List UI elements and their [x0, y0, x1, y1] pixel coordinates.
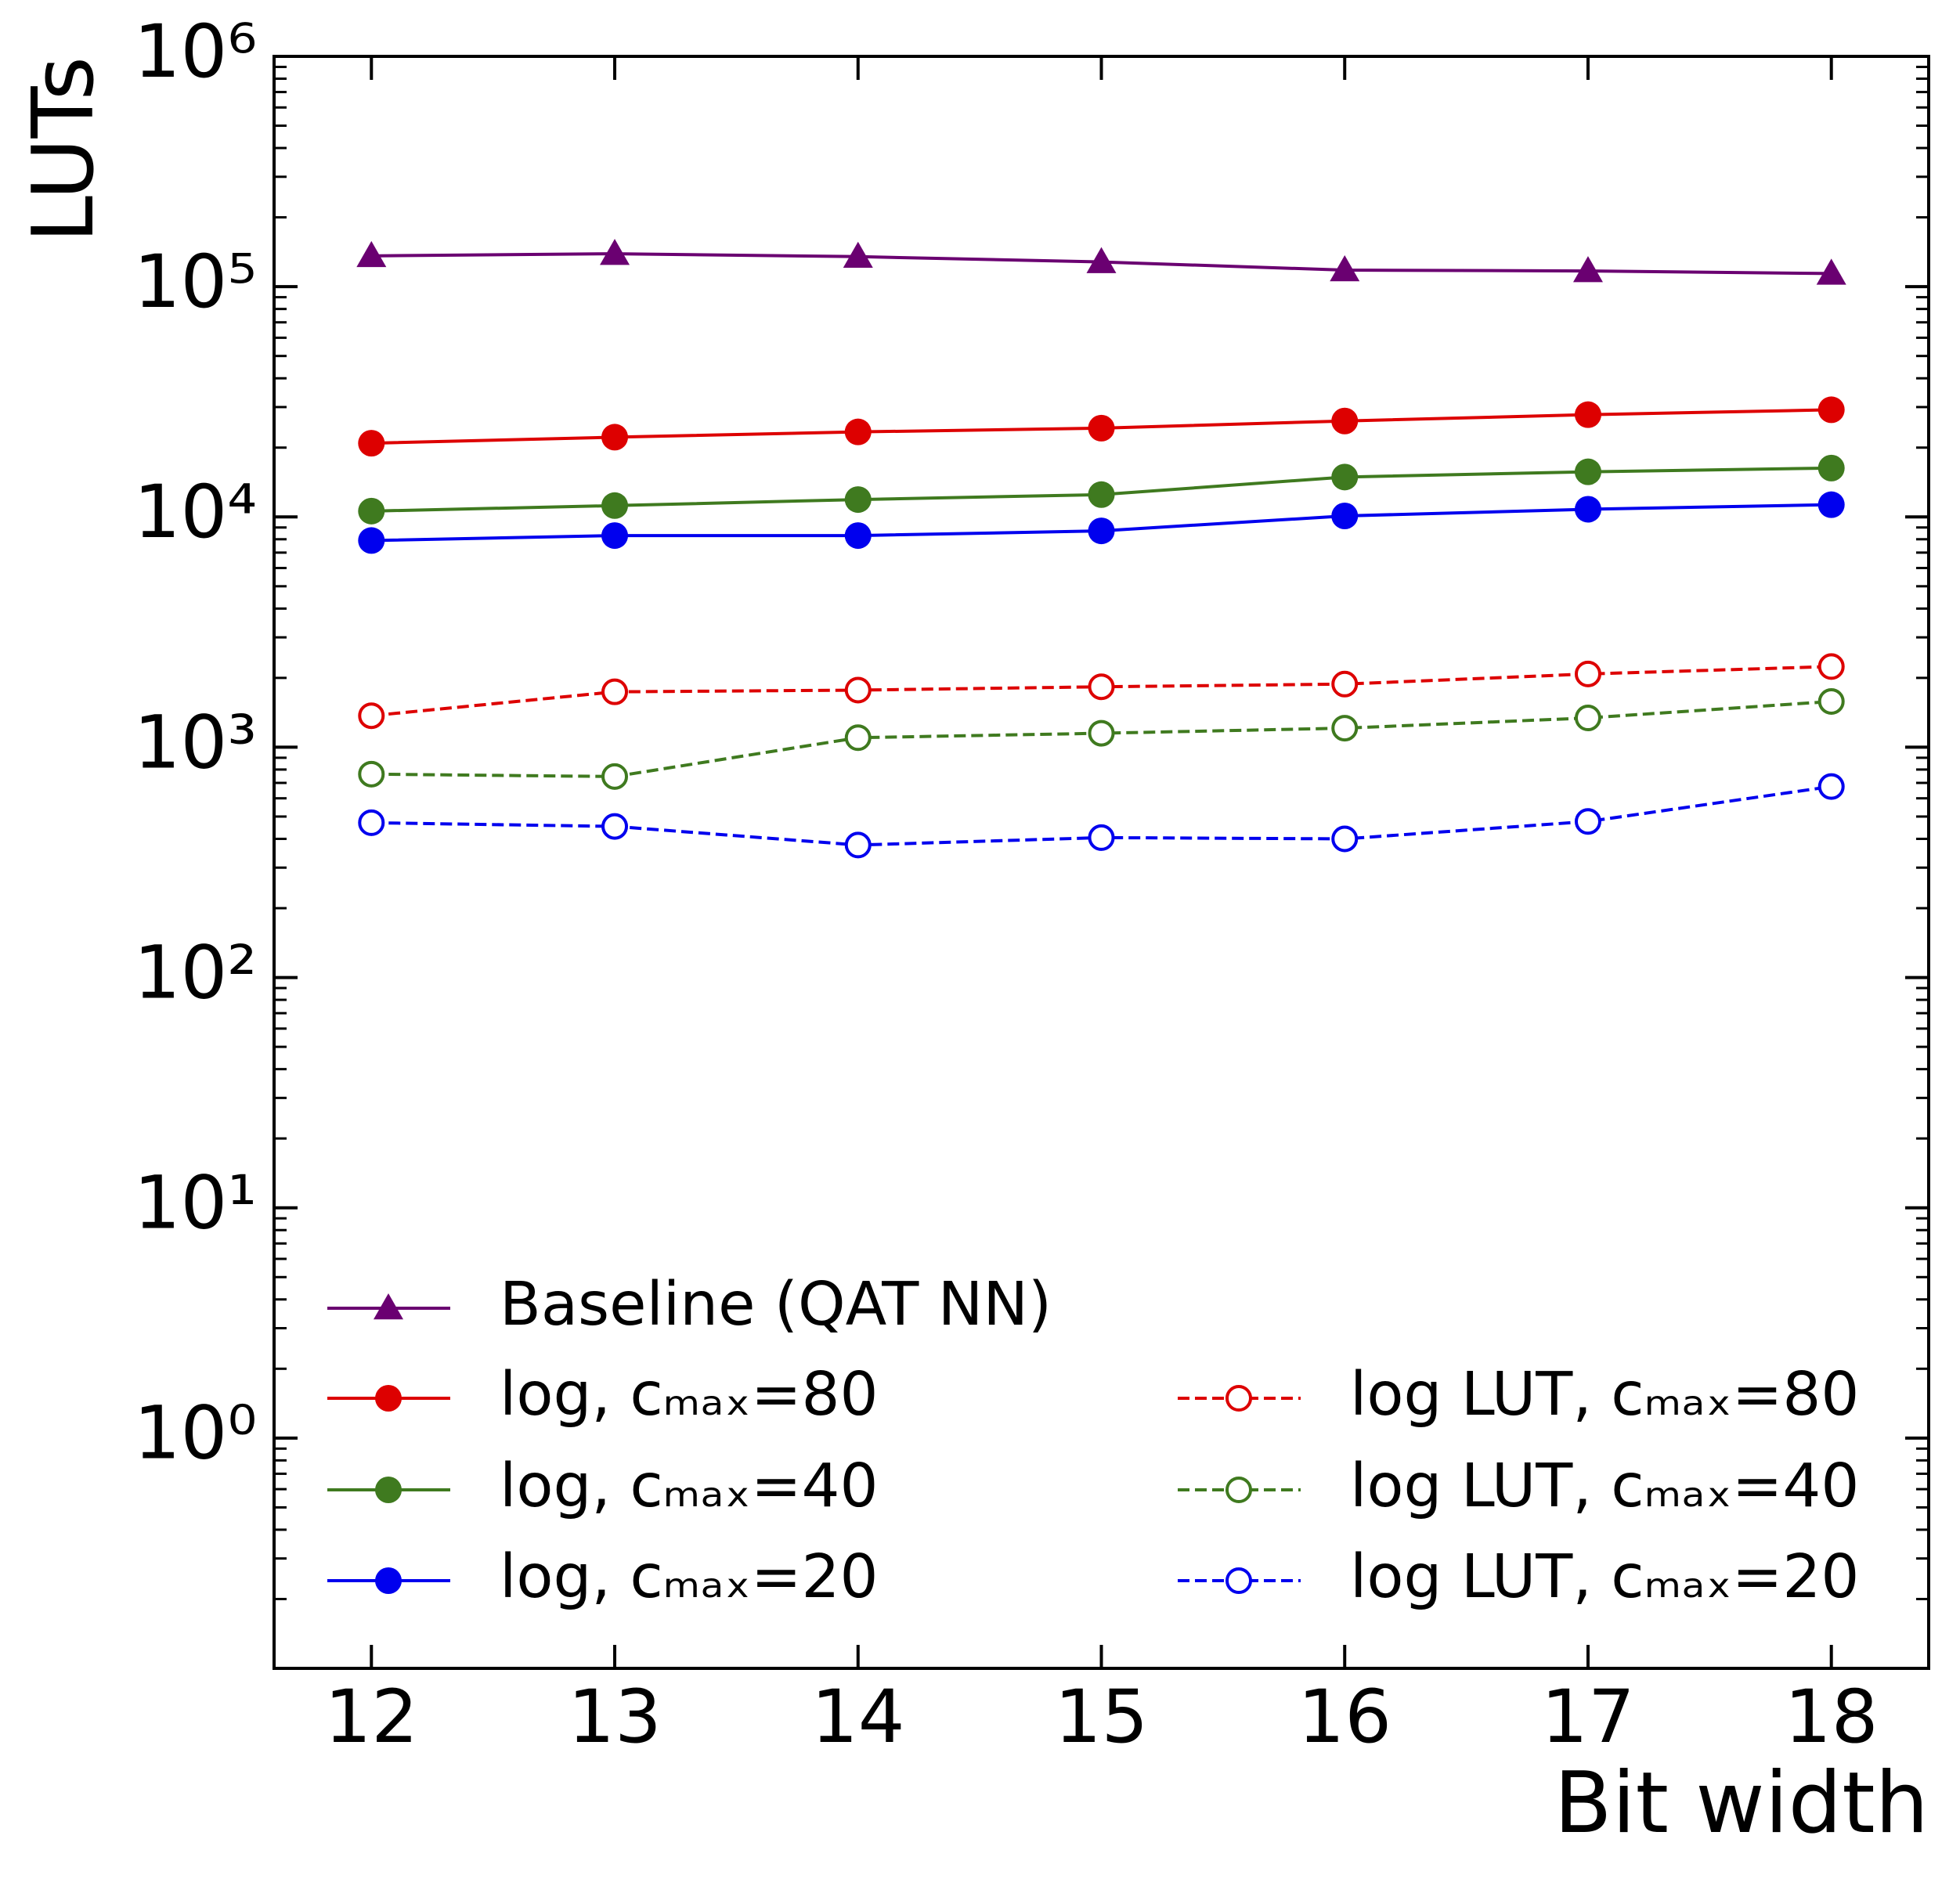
marker	[356, 240, 387, 268]
marker	[358, 809, 385, 836]
marker	[1817, 687, 1845, 715]
y-tick-label: 10⁴	[134, 470, 257, 555]
legend-label: log, cₘₐₓ=40	[500, 1451, 878, 1521]
series	[358, 653, 1845, 730]
marker	[1088, 719, 1115, 747]
marker	[1574, 808, 1601, 835]
marker	[1088, 481, 1115, 508]
y-tick-label: 10⁶	[134, 9, 257, 95]
marker	[358, 760, 385, 788]
x-tick-label: 15	[1055, 1675, 1149, 1760]
x-tick-label: 17	[1541, 1675, 1635, 1760]
y-tick-label: 10⁰	[134, 1391, 257, 1477]
marker	[843, 241, 873, 269]
x-tick-label: 18	[1785, 1675, 1879, 1760]
marker	[1331, 670, 1359, 698]
marker	[1088, 673, 1115, 701]
marker	[1574, 401, 1601, 428]
marker	[1330, 254, 1360, 282]
x-tick-label: 16	[1298, 1675, 1391, 1760]
series	[358, 773, 1845, 859]
series	[358, 687, 1845, 790]
legend-label: log LUT, cₘₐₓ=20	[1350, 1542, 1859, 1612]
marker	[1225, 1477, 1252, 1503]
x-tick-label: 13	[568, 1675, 662, 1760]
marker	[844, 418, 872, 445]
marker	[358, 527, 385, 554]
marker	[358, 430, 385, 457]
marker	[1574, 705, 1601, 732]
marker	[844, 831, 872, 859]
marker	[601, 424, 629, 451]
marker	[1331, 503, 1359, 530]
marker	[1574, 458, 1601, 485]
marker	[1817, 653, 1845, 680]
y-tick-label: 10⁵	[134, 240, 257, 325]
x-axis-label: Bit width	[1554, 1754, 1929, 1852]
series	[358, 454, 1845, 525]
marker	[1225, 1385, 1252, 1412]
y-tick-label: 10²	[134, 930, 257, 1015]
marker	[1816, 258, 1846, 285]
marker	[1817, 396, 1845, 424]
marker	[1331, 825, 1359, 853]
marker	[1088, 517, 1115, 545]
marker	[375, 1385, 402, 1412]
y-tick-label: 10¹	[134, 1161, 257, 1246]
marker	[1086, 247, 1117, 273]
marker	[1331, 463, 1359, 491]
marker	[1088, 824, 1115, 851]
series	[358, 491, 1845, 554]
marker	[358, 702, 385, 730]
marker	[1572, 256, 1603, 283]
legend-label: log LUT, cₘₐₓ=40	[1350, 1451, 1859, 1521]
legend-label: log, cₘₐₓ=20	[500, 1542, 878, 1612]
marker	[601, 678, 629, 705]
marker	[601, 492, 629, 519]
series	[356, 239, 1846, 285]
marker	[374, 1293, 403, 1320]
y-tick-label: 10³	[134, 700, 257, 785]
marker	[601, 522, 629, 550]
legend-label: log, cₘₐₓ=80	[500, 1360, 878, 1430]
y-axis-label: LUTs	[15, 56, 113, 243]
x-tick-label: 12	[324, 1675, 418, 1760]
marker	[1088, 414, 1115, 442]
marker	[375, 1477, 402, 1503]
series	[358, 396, 1845, 457]
marker	[1574, 660, 1601, 687]
marker	[375, 1567, 402, 1594]
marker	[844, 486, 872, 514]
legend-label: Baseline (QAT NN)	[500, 1270, 1052, 1340]
marker	[1817, 773, 1845, 800]
marker	[1331, 715, 1359, 742]
marker	[358, 497, 385, 525]
marker	[844, 522, 872, 550]
marker	[1331, 407, 1359, 435]
plot-frame	[273, 55, 1930, 1670]
marker	[600, 239, 630, 265]
marker	[1817, 454, 1845, 481]
marker	[1225, 1567, 1252, 1594]
marker	[601, 763, 629, 790]
marker	[1574, 496, 1601, 523]
marker	[1817, 491, 1845, 518]
marker	[844, 724, 872, 752]
x-tick-label: 14	[811, 1675, 905, 1760]
legend-label: log LUT, cₘₐₓ=80	[1350, 1360, 1859, 1430]
marker	[844, 676, 872, 704]
marker	[601, 813, 629, 840]
